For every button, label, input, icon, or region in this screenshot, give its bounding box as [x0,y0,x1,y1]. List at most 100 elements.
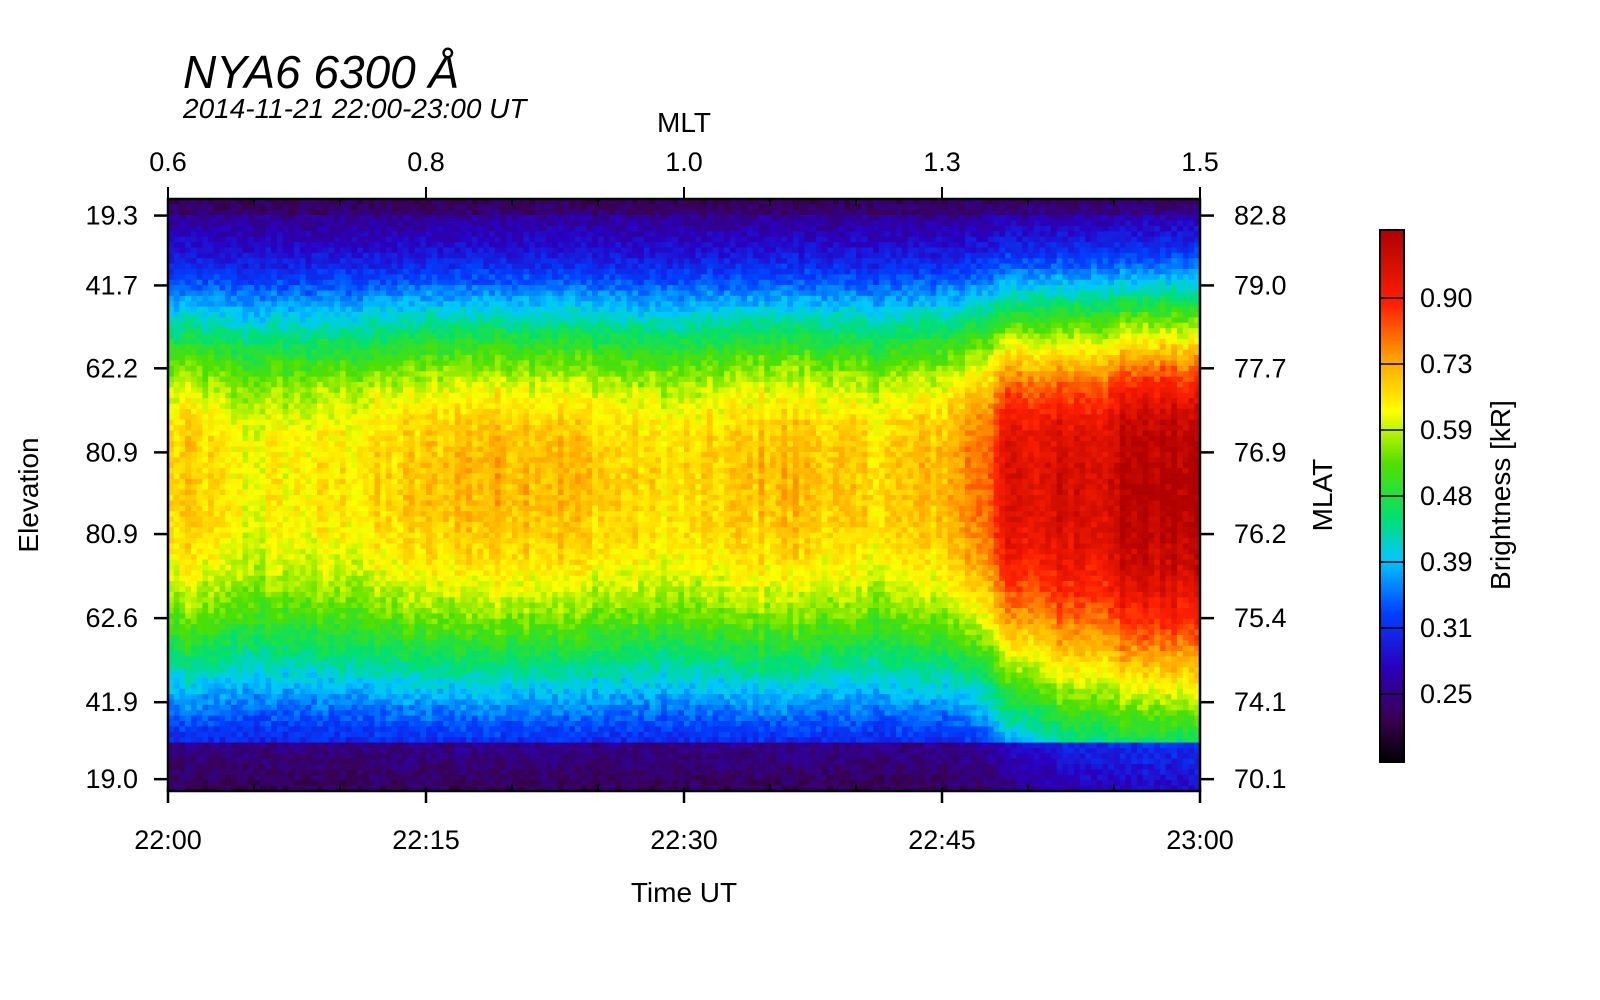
heatmap-cell [363,210,369,216]
heatmap-cell [409,215,415,221]
heatmap-cell [185,366,191,372]
heatmap-cell [386,296,392,302]
heatmap-cell [260,404,266,410]
heatmap-cell [380,377,386,383]
heatmap-cell [317,409,323,415]
heatmap-cell [334,500,340,506]
heatmap-cell [420,576,426,582]
heatmap-cell [243,608,249,614]
heatmap-cell [323,726,329,732]
heatmap-cell [283,210,289,216]
heatmap-cell [231,630,237,636]
heatmap-cell [225,371,231,377]
heatmap-cell [363,673,369,679]
heatmap-cell [374,226,380,232]
heatmap-cell [254,328,260,334]
heatmap-cell [254,371,260,377]
heatmap-cell [334,662,340,668]
heatmap-cell [214,764,220,770]
heatmap-cell [380,592,386,598]
heatmap-cell [351,339,357,345]
heatmap-cell [225,554,231,560]
heatmap-cell [265,484,271,490]
heatmap-cell [294,511,300,517]
heatmap-cell [392,716,398,722]
heatmap-cell [363,350,369,356]
heatmap-cell [409,635,415,641]
heatmap-cell [225,689,231,695]
heatmap-cell [369,576,375,582]
heatmap-cell [248,237,254,243]
heatmap-cell [283,527,289,533]
heatmap-cell [415,404,421,410]
heatmap-cell [397,608,403,614]
heatmap-cell [179,296,185,302]
heatmap-cell [220,619,226,625]
heatmap-cell [283,393,289,399]
heatmap-cell [185,511,191,517]
heatmap-cell [346,425,352,431]
heatmap-cell [346,301,352,307]
heatmap-cell [202,473,208,479]
heatmap-cell [294,517,300,523]
heatmap-cell [191,560,197,566]
heatmap-cell [283,737,289,743]
heatmap-cell [208,355,214,361]
heatmap-cell [415,554,421,560]
heatmap-cell [179,430,185,436]
heatmap-cell [357,312,363,318]
heatmap-cell [420,317,426,323]
heatmap-cell [208,613,214,619]
heatmap-cell [197,452,203,458]
heatmap-cell [243,377,249,383]
heatmap-cell [254,398,260,404]
heatmap-cell [179,705,185,711]
heatmap-cell [243,323,249,329]
heatmap-cell [409,527,415,533]
heatmap-cell [220,447,226,453]
heatmap-cell [386,387,392,393]
heatmap-cell [415,269,421,275]
heatmap-cell [288,264,294,270]
heatmap-cell [317,430,323,436]
heatmap-cell [197,753,203,759]
heatmap-cell [397,387,403,393]
heatmap-cell [386,586,392,592]
heatmap-cell [185,457,191,463]
heatmap-cell [191,377,197,383]
heatmap-cell [179,210,185,216]
heatmap-cell [409,371,415,377]
heatmap-cell [329,710,335,716]
heatmap-cell [363,204,369,210]
heatmap-cell [323,414,329,420]
heatmap-cell [179,339,185,345]
heatmap-cell [374,624,380,630]
heatmap-cell [420,581,426,587]
heatmap-cell [197,705,203,711]
heatmap-cell [300,549,306,555]
heatmap-cell [306,339,312,345]
heatmap-cell [283,646,289,652]
heatmap-cell [374,673,380,679]
heatmap-cell [294,366,300,372]
heatmap-cell [214,226,220,232]
heatmap-cell [191,646,197,652]
heatmap-cell [306,495,312,501]
heatmap-cell [334,210,340,216]
heatmap-cell [185,317,191,323]
heatmap-cell [277,334,283,340]
heatmap-cell [380,490,386,496]
heatmap-cell [357,452,363,458]
heatmap-cell [174,673,180,679]
heatmap-cell [306,221,312,227]
heatmap-cell [185,355,191,361]
heatmap-cell [260,307,266,313]
heatmap-cell [311,285,317,291]
heatmap-cell [214,780,220,786]
heatmap-cell [288,640,294,646]
heatmap-cell [231,543,237,549]
heatmap-cell [288,328,294,334]
heatmap-cell [271,355,277,361]
heatmap-cell [260,221,266,227]
heatmap-cell [288,312,294,318]
